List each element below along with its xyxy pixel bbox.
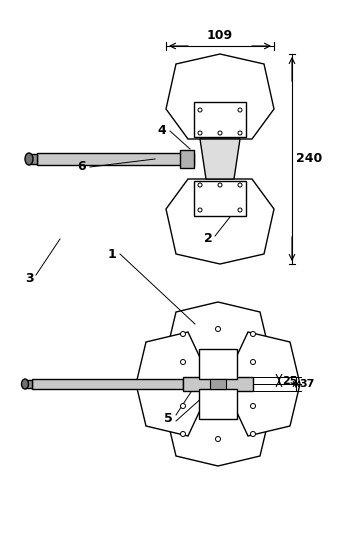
- Circle shape: [238, 208, 242, 212]
- Text: 37: 37: [299, 379, 314, 389]
- Bar: [25, 380, 32, 388]
- Polygon shape: [166, 302, 270, 369]
- Ellipse shape: [25, 153, 33, 165]
- Circle shape: [216, 327, 220, 332]
- Text: 5: 5: [164, 412, 172, 425]
- Bar: [37, 153, 194, 165]
- Circle shape: [202, 395, 207, 400]
- Bar: [199, 389, 237, 419]
- Text: 109: 109: [207, 29, 233, 42]
- Circle shape: [229, 412, 234, 417]
- Polygon shape: [166, 179, 274, 264]
- Circle shape: [229, 368, 234, 373]
- Circle shape: [216, 436, 220, 441]
- Circle shape: [198, 183, 202, 187]
- Bar: [194, 181, 246, 216]
- Circle shape: [229, 395, 234, 400]
- Circle shape: [202, 412, 207, 417]
- Bar: [32, 379, 183, 389]
- Circle shape: [238, 183, 242, 187]
- Polygon shape: [136, 332, 203, 436]
- Circle shape: [251, 360, 256, 365]
- Circle shape: [198, 131, 202, 135]
- Circle shape: [180, 332, 185, 337]
- Circle shape: [198, 108, 202, 112]
- Text: 1: 1: [108, 248, 116, 260]
- Bar: [29, 154, 37, 164]
- Bar: [180, 150, 194, 168]
- Circle shape: [198, 208, 202, 212]
- Circle shape: [218, 131, 222, 135]
- Text: 2: 2: [204, 232, 212, 245]
- Circle shape: [202, 350, 207, 356]
- Circle shape: [251, 432, 256, 436]
- Text: 240: 240: [296, 153, 322, 165]
- Text: 25: 25: [282, 376, 297, 385]
- Ellipse shape: [22, 379, 28, 389]
- Circle shape: [180, 432, 185, 436]
- Polygon shape: [166, 399, 270, 466]
- Polygon shape: [200, 139, 240, 179]
- Bar: [183, 377, 253, 391]
- Circle shape: [202, 368, 207, 373]
- Text: 6: 6: [78, 160, 86, 173]
- Circle shape: [218, 183, 222, 187]
- Circle shape: [229, 350, 234, 356]
- Polygon shape: [233, 332, 300, 436]
- Bar: [210, 379, 226, 389]
- Circle shape: [251, 332, 256, 337]
- Polygon shape: [166, 54, 274, 139]
- Circle shape: [251, 404, 256, 408]
- Circle shape: [238, 131, 242, 135]
- Bar: [199, 349, 237, 379]
- Circle shape: [180, 360, 185, 365]
- Circle shape: [180, 404, 185, 408]
- Text: 4: 4: [158, 125, 166, 137]
- Bar: [194, 102, 246, 137]
- Circle shape: [238, 108, 242, 112]
- Text: 3: 3: [26, 272, 34, 285]
